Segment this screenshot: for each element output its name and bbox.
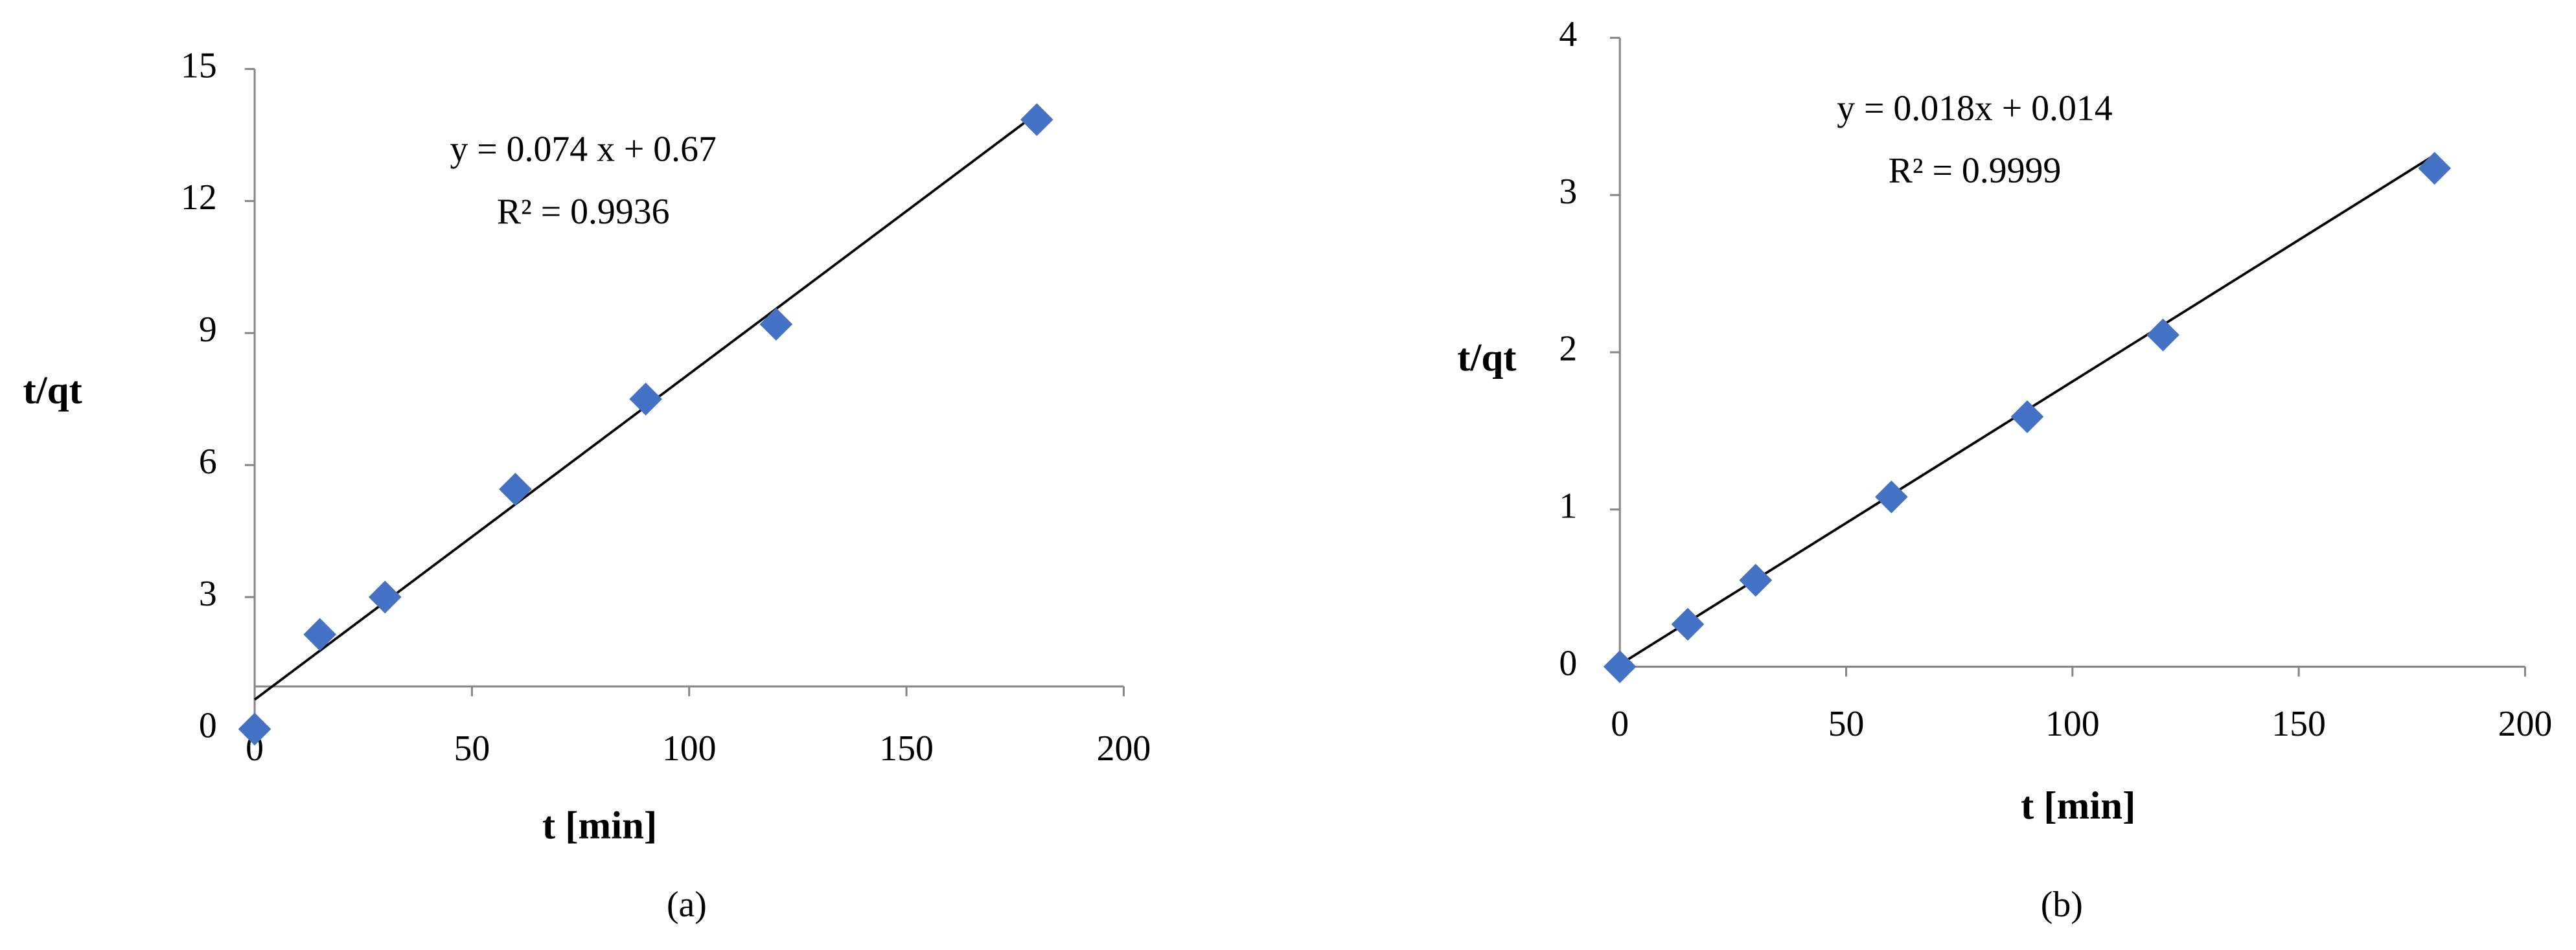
caption: (b) — [2041, 885, 2083, 925]
x-tick-label: 100 — [662, 729, 717, 769]
point — [303, 618, 336, 651]
point — [759, 308, 793, 341]
y-tick-label: 0 — [1559, 643, 1577, 683]
annotation: R² = 0.9999 — [1889, 151, 2062, 191]
y-axis-title: t/qt — [23, 369, 82, 413]
point — [2418, 152, 2452, 185]
y-axis-title: t/qt — [1457, 336, 1516, 379]
point — [1875, 480, 1908, 514]
point — [368, 580, 402, 614]
y-tick-label: 2 — [1559, 329, 1577, 369]
y-tick-label: 9 — [199, 310, 217, 350]
y-tick-label: 4 — [1559, 14, 1577, 54]
point — [1739, 563, 1773, 597]
x-tick-label: 200 — [2498, 704, 2553, 744]
annotation: R² = 0.9936 — [497, 192, 670, 232]
point — [1603, 650, 1637, 683]
y-tick-label: 6 — [199, 442, 217, 482]
x-tick-label: 50 — [1828, 704, 1865, 744]
x-tick-label: 0 — [1611, 704, 1629, 744]
caption: (a) — [667, 885, 707, 925]
x-axis-title: t [min] — [2021, 784, 2135, 828]
y-tick-label: 12 — [181, 177, 217, 218]
x-tick-label: 50 — [454, 729, 490, 769]
y-tick-label: 3 — [1559, 172, 1577, 212]
point — [629, 382, 663, 416]
y-tick-label: 1 — [1559, 486, 1577, 526]
annotation: y = 0.074 x + 0.67 — [450, 130, 716, 170]
point — [499, 473, 532, 506]
annotation: y = 0.018x + 0.014 — [1837, 88, 2112, 128]
y-tick-label: 15 — [181, 45, 217, 85]
point — [238, 712, 271, 746]
x-tick-label: 200 — [1097, 729, 1151, 769]
y-tick-label: 3 — [199, 574, 217, 614]
x-tick-label: 150 — [2271, 704, 2326, 744]
x-tick-label: 150 — [879, 729, 934, 769]
point — [2010, 400, 2044, 433]
point — [2146, 318, 2179, 352]
point — [1020, 103, 1053, 137]
y-tick-label: 0 — [199, 706, 217, 746]
x-axis-title: t [min] — [542, 804, 657, 848]
point — [1671, 607, 1705, 641]
x-tick-label: 100 — [2045, 704, 2100, 744]
